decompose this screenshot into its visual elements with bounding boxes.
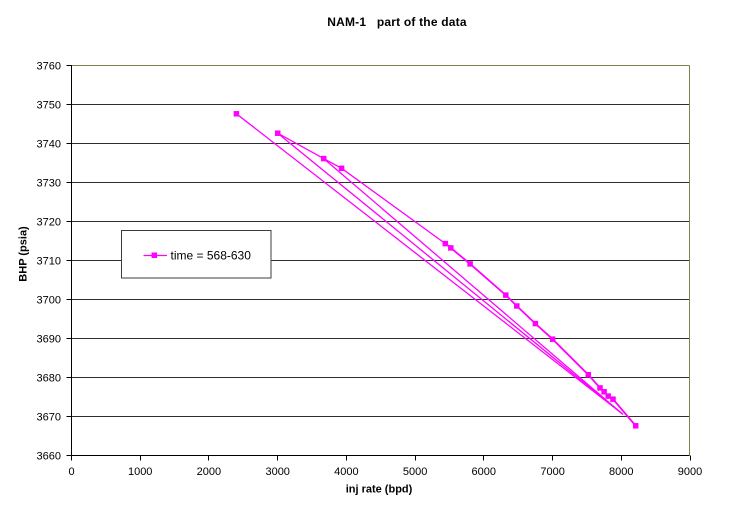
svg-text:BHP (psia): BHP (psia) [18, 226, 30, 282]
svg-text:8000: 8000 [609, 466, 633, 478]
svg-text:3720: 3720 [37, 216, 61, 228]
svg-text:6000: 6000 [472, 466, 496, 478]
svg-text:time = 568-630: time = 568-630 [171, 249, 252, 263]
svg-text:3700: 3700 [37, 294, 61, 306]
svg-text:3000: 3000 [265, 466, 289, 478]
svg-text:3710: 3710 [37, 255, 61, 267]
svg-text:3760: 3760 [37, 60, 61, 72]
svg-text:3680: 3680 [37, 372, 61, 384]
svg-text:3750: 3750 [37, 99, 61, 111]
svg-text:3670: 3670 [37, 411, 61, 423]
svg-text:inj rate (bpd): inj rate (bpd) [346, 484, 413, 496]
svg-text:9000: 9000 [678, 466, 702, 478]
svg-text:1000: 1000 [128, 466, 152, 478]
svg-text:0: 0 [68, 466, 74, 478]
svg-text:3660: 3660 [37, 450, 61, 462]
svg-text:5000: 5000 [403, 466, 427, 478]
svg-text:2000: 2000 [197, 466, 221, 478]
svg-text:3730: 3730 [37, 177, 61, 189]
svg-text:3740: 3740 [37, 138, 61, 150]
svg-text:7000: 7000 [540, 466, 564, 478]
svg-text:4000: 4000 [334, 466, 358, 478]
svg-text:NAM-1 part of the data: NAM-1 part of the data [327, 15, 467, 29]
svg-text:3690: 3690 [37, 333, 61, 345]
